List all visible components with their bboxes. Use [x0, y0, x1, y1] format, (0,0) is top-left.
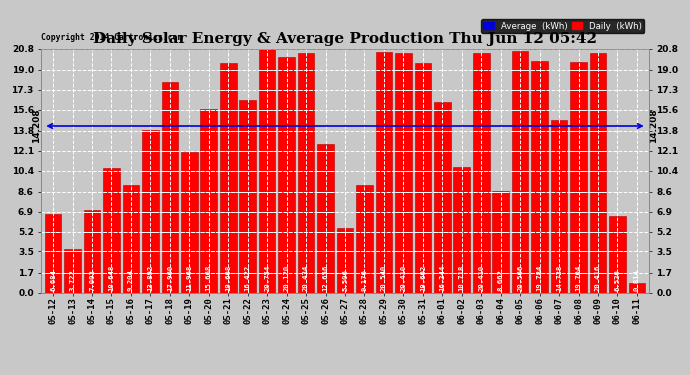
Bar	[375, 52, 392, 292]
Bar	[493, 191, 509, 292]
Text: 10.718: 10.718	[459, 264, 465, 291]
Text: 19.608: 19.608	[225, 264, 231, 291]
Text: 17.960: 17.960	[167, 264, 173, 291]
Text: 20.754: 20.754	[264, 264, 270, 291]
Text: 11.968: 11.968	[186, 264, 193, 291]
Bar	[64, 249, 81, 292]
Text: 20.410: 20.410	[400, 264, 406, 291]
Text: 14.728: 14.728	[556, 264, 562, 291]
Bar	[161, 82, 178, 292]
Bar	[239, 100, 256, 292]
Text: 15.668: 15.668	[206, 264, 212, 291]
Text: 19.784: 19.784	[537, 264, 542, 291]
Text: 5.506: 5.506	[342, 269, 348, 291]
Bar	[123, 184, 139, 292]
Text: 20.540: 20.540	[381, 264, 387, 291]
Bar	[259, 49, 275, 292]
Bar	[317, 144, 334, 292]
Text: 20.566: 20.566	[517, 264, 523, 291]
Text: 0.814: 0.814	[634, 269, 640, 291]
Bar	[278, 57, 295, 292]
Text: 19.602: 19.602	[420, 264, 426, 291]
Bar	[473, 53, 489, 292]
Bar	[104, 168, 120, 292]
Bar	[570, 62, 586, 292]
Bar	[415, 63, 431, 292]
Bar	[83, 210, 100, 292]
Text: 12.656: 12.656	[322, 264, 328, 291]
Title: Daily Solar Energy & Average Production Thu Jun 12 05:42: Daily Solar Energy & Average Production …	[93, 32, 597, 46]
Text: 16.422: 16.422	[245, 264, 250, 291]
Text: 14.208: 14.208	[32, 109, 41, 143]
Text: 16.244: 16.244	[440, 264, 445, 291]
Bar	[629, 283, 645, 292]
Bar	[181, 152, 197, 292]
Bar	[453, 167, 470, 292]
Bar	[201, 109, 217, 292]
Legend: Average  (kWh), Daily  (kWh): Average (kWh), Daily (kWh)	[481, 19, 644, 33]
Text: 14.208: 14.208	[649, 109, 658, 143]
Text: 19.704: 19.704	[575, 264, 582, 291]
Text: 10.648: 10.648	[108, 264, 115, 291]
Text: 20.416: 20.416	[595, 264, 601, 291]
Text: 13.892: 13.892	[148, 264, 153, 291]
Text: 7.002: 7.002	[89, 269, 95, 291]
Text: 20.410: 20.410	[478, 264, 484, 291]
Bar	[551, 120, 567, 292]
Bar	[337, 228, 353, 292]
Bar	[590, 53, 607, 292]
Bar	[512, 51, 529, 292]
Bar	[298, 53, 315, 292]
Bar	[142, 130, 159, 292]
Bar	[356, 185, 373, 292]
Bar	[220, 63, 237, 292]
Text: 8.662: 8.662	[497, 269, 504, 291]
Text: 20.120: 20.120	[284, 264, 290, 291]
Text: 9.204: 9.204	[128, 269, 134, 291]
Bar	[395, 53, 412, 292]
Text: 9.176: 9.176	[362, 269, 368, 291]
Bar	[434, 102, 451, 292]
Text: 20.434: 20.434	[303, 264, 309, 291]
Bar	[45, 214, 61, 292]
Bar	[609, 216, 626, 292]
Text: 6.684: 6.684	[50, 269, 56, 291]
Text: Copyright 2014 Cartronics.com: Copyright 2014 Cartronics.com	[41, 33, 183, 42]
Text: 6.520: 6.520	[615, 269, 620, 291]
Bar	[531, 61, 548, 292]
Text: 3.722: 3.722	[70, 269, 75, 291]
